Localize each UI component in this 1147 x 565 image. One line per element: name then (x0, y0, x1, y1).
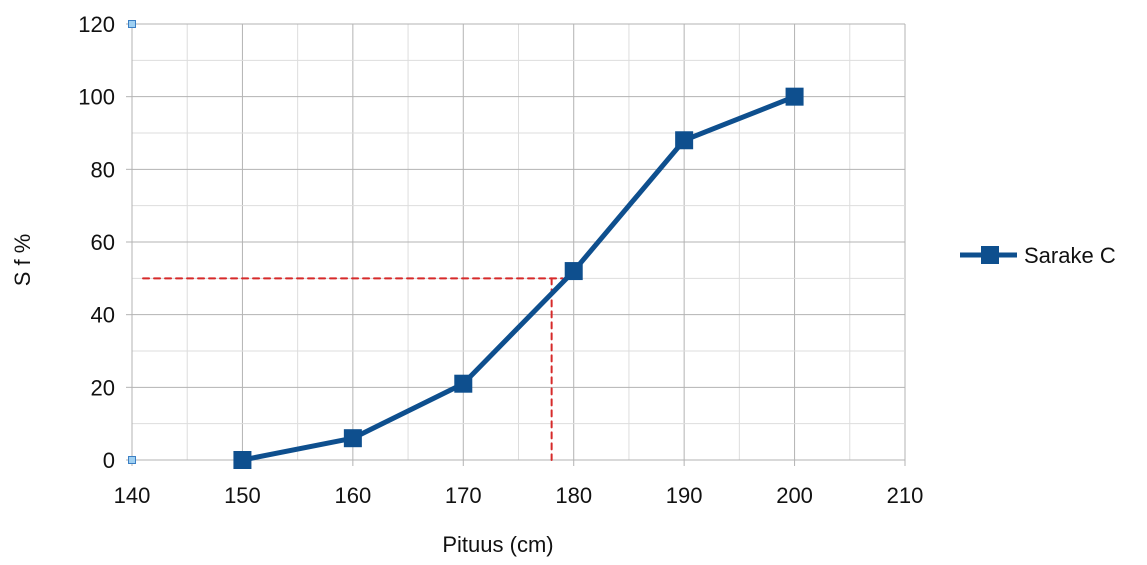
legend-marker (981, 246, 999, 264)
series (233, 87, 804, 469)
data-point-marker (343, 429, 362, 448)
data-point-marker (675, 131, 694, 150)
y-tick-label: 0 (103, 448, 115, 473)
x-axis-title: Pituus (cm) (442, 532, 553, 557)
y-tick-label: 40 (91, 303, 115, 328)
legend: Sarake C (960, 243, 1116, 268)
axis-selection-handle[interactable] (128, 20, 136, 28)
x-tick-label: 180 (555, 483, 592, 508)
annotations (142, 277, 564, 461)
x-tick-label: 140 (114, 483, 151, 508)
grid (131, 23, 906, 461)
x-tick-label: 200 (776, 483, 813, 508)
y-tick-label: 120 (78, 12, 115, 37)
y-tick-label: 60 (91, 230, 115, 255)
x-tick-label: 150 (224, 483, 261, 508)
y-tick-label: 20 (91, 375, 115, 400)
x-tick-label: 170 (445, 483, 482, 508)
data-point-marker (785, 87, 804, 106)
axes (126, 20, 906, 466)
y-tick-label: 80 (91, 157, 115, 182)
axis-selection-handle[interactable] (128, 456, 136, 464)
labels: Pituus (cm) S f % 140 150 160 170 180 190 200 2… (10, 12, 923, 557)
x-tick-label: 190 (666, 483, 703, 508)
series-line (239, 94, 798, 463)
x-tick-label: 210 (887, 483, 924, 508)
legend-label: Sarake C (1024, 243, 1116, 268)
y-axis-title: S f % (10, 234, 35, 287)
y-tick-label: 100 (78, 85, 115, 110)
data-point-marker (454, 374, 473, 393)
data-point-marker (233, 451, 252, 469)
data-point-marker (564, 262, 583, 281)
x-tick-label: 160 (334, 483, 371, 508)
